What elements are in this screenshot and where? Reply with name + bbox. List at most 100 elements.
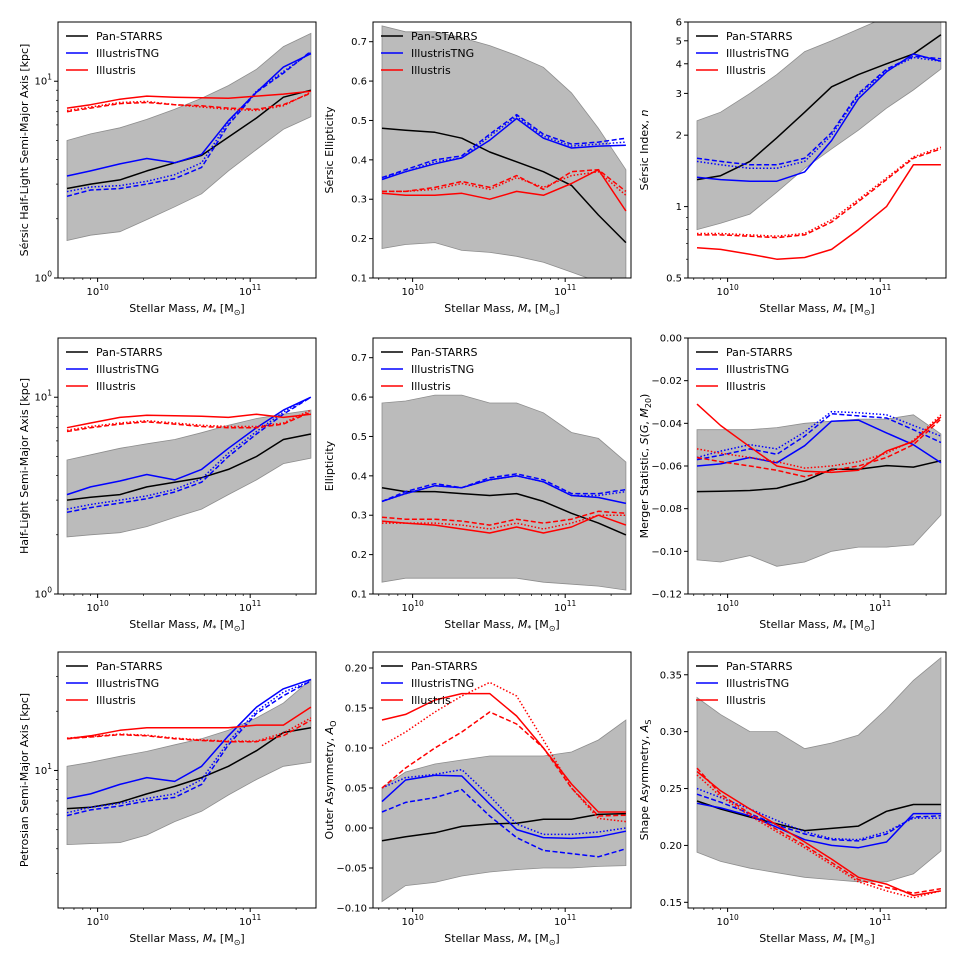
x-tick-label: 1011 bbox=[869, 913, 892, 928]
x-tick-label: 1010 bbox=[86, 283, 109, 298]
series-line-illustris bbox=[66, 706, 312, 740]
axes-frame bbox=[687, 21, 947, 279]
y-tick-label: 3 bbox=[676, 89, 682, 100]
series-line-illustristng-dotted bbox=[696, 410, 942, 459]
y-tick-label: 101 bbox=[34, 389, 52, 404]
series-line-illustristng bbox=[66, 396, 312, 496]
series-line-pan-starrs bbox=[66, 433, 312, 501]
y-tick-label: 0.20 bbox=[345, 664, 367, 675]
series-line-illustris bbox=[66, 413, 311, 429]
series-line-illustris-dotted bbox=[66, 409, 312, 431]
panel-6: 1010 1011 −0.12 −0.10 −0.08 −0.06 −0.04 −0.02 0.… bbox=[638, 334, 947, 633]
y-tick-label: 0.4 bbox=[351, 155, 367, 166]
legend-label: Illustris bbox=[411, 380, 451, 393]
x-tick-label: 1010 bbox=[86, 599, 109, 614]
legend-label: Illustris bbox=[411, 694, 451, 707]
y-tick-label: −0.02 bbox=[651, 376, 682, 387]
y-axis-label: Half-Light Semi-Major Axis [kpc] bbox=[18, 378, 31, 554]
series-line-illustristng-dotted bbox=[381, 475, 627, 503]
x-tick-label: 1010 bbox=[716, 599, 739, 614]
x-axis-label: Stellar Mass, M* [M⊙] bbox=[759, 932, 874, 947]
legend-label: Pan-STARRS bbox=[96, 30, 162, 43]
legend: Pan-STARRS IllustrisTNG Illustris bbox=[696, 660, 792, 707]
legend-label: Pan-STARRS bbox=[96, 660, 162, 673]
y-tick-label: 0.3 bbox=[351, 511, 367, 522]
x-axis-label: Stellar Mass, M* [M⊙] bbox=[129, 932, 244, 947]
scatter-band bbox=[381, 394, 627, 591]
series-line-illustristng bbox=[696, 53, 942, 182]
plot-area bbox=[66, 32, 312, 241]
x-tick-label: 1011 bbox=[869, 599, 892, 614]
series-line-illustris-dotted bbox=[696, 774, 942, 899]
x-axis-label: Stellar Mass, M* [M⊙] bbox=[759, 618, 874, 633]
y-tick-label: 0.5 bbox=[351, 432, 367, 443]
x-axis-label: Stellar Mass, M* [M⊙] bbox=[129, 618, 244, 633]
series-line-pan-starrs bbox=[381, 812, 626, 842]
legend-label: Illustris bbox=[96, 64, 136, 77]
x-tick-label: 1011 bbox=[554, 283, 577, 298]
panel-9: 1010 1011 0.15 0.20 0.25 0.30 0.35 Stellar Mass… bbox=[638, 651, 947, 947]
series-line-illustris bbox=[696, 403, 942, 474]
legend-label: Pan-STARRS bbox=[411, 660, 477, 673]
series-line-illustristng-dashed bbox=[381, 473, 627, 503]
x-axis-label: Stellar Mass, M* [M⊙] bbox=[759, 302, 874, 317]
y-tick-label: 0.7 bbox=[351, 353, 367, 364]
series-line-illustris-dashed bbox=[696, 767, 942, 894]
series-line-illustris-dashed bbox=[696, 418, 942, 478]
x-tick-label: 1011 bbox=[239, 283, 262, 298]
legend-label: Illustris bbox=[726, 694, 766, 707]
plot-area bbox=[696, 403, 942, 567]
y-tick-label: 0.00 bbox=[660, 334, 682, 345]
x-tick-label: 1010 bbox=[716, 283, 739, 298]
axes-frame bbox=[372, 337, 632, 595]
series-line-illustris-dashed bbox=[382, 168, 627, 193]
y-tick-label: 0.4 bbox=[351, 471, 367, 482]
y-tick-label: 0.6 bbox=[351, 393, 367, 404]
panel-2: 1010 1011 0.1 0.2 0.3 0.4 0.5 0.6 0.7 Stellar Mas… bbox=[323, 21, 632, 317]
y-tick-label: 0.3 bbox=[351, 195, 367, 206]
series-line-illustristng bbox=[696, 802, 941, 849]
series-line-illustristng bbox=[66, 678, 312, 800]
legend-label: Pan-STARRS bbox=[411, 30, 477, 43]
series-line-pan-starrs bbox=[696, 800, 941, 832]
x-tick-label: 1011 bbox=[554, 913, 577, 928]
y-tick-label: 0.2 bbox=[351, 234, 367, 245]
series-line-illustris-dashed bbox=[381, 510, 626, 526]
series-line-illustris bbox=[381, 514, 627, 534]
axes-frame bbox=[372, 21, 632, 279]
legend-label: Pan-STARRS bbox=[411, 346, 477, 359]
scatter-band bbox=[66, 678, 312, 846]
panel-7: 1010 1011 101 Stellar Mass, M* [M⊙] Petrosia… bbox=[18, 651, 317, 947]
y-axis-label: Ellipticity bbox=[323, 440, 336, 491]
series-line-illustris-dashed bbox=[66, 92, 312, 113]
y-tick-label: 0.35 bbox=[660, 670, 682, 681]
x-tick-label: 1010 bbox=[401, 913, 424, 928]
legend-label: IllustrisTNG bbox=[726, 677, 789, 690]
y-tick-label: −0.04 bbox=[651, 419, 682, 430]
series-line-illustris-dotted bbox=[66, 91, 312, 112]
plot-area bbox=[381, 25, 627, 278]
series-line-pan-starrs bbox=[696, 459, 942, 493]
y-tick-label: −0.06 bbox=[651, 462, 682, 473]
legend-label: IllustrisTNG bbox=[96, 47, 159, 60]
series-line-illustristng bbox=[381, 774, 627, 840]
series-line-illustristng-dashed bbox=[381, 788, 627, 858]
x-axis-label: Stellar Mass, M* [M⊙] bbox=[444, 302, 559, 317]
y-tick-label: 0.20 bbox=[660, 841, 682, 852]
x-tick-label: 1011 bbox=[554, 599, 577, 614]
series-line-illustristng-dashed bbox=[696, 412, 942, 461]
legend-label: Illustris bbox=[411, 64, 451, 77]
x-tick-label: 1011 bbox=[239, 913, 262, 928]
plot-area bbox=[66, 396, 312, 538]
x-tick-label: 1010 bbox=[86, 913, 109, 928]
y-axis-label: Outer Asymmetry, AO bbox=[323, 721, 338, 840]
series-line-illustris-dotted bbox=[696, 414, 942, 469]
plot-area bbox=[381, 394, 627, 591]
plot-area bbox=[696, 22, 942, 260]
series-line-illustristng-dotted bbox=[696, 787, 941, 841]
legend-label: Illustris bbox=[96, 694, 136, 707]
series-line-illustristng bbox=[381, 117, 626, 181]
series-line-illustris-dashed bbox=[381, 711, 626, 817]
x-axis-label: Stellar Mass, M* [M⊙] bbox=[129, 302, 244, 317]
x-tick-label: 1010 bbox=[716, 913, 739, 928]
